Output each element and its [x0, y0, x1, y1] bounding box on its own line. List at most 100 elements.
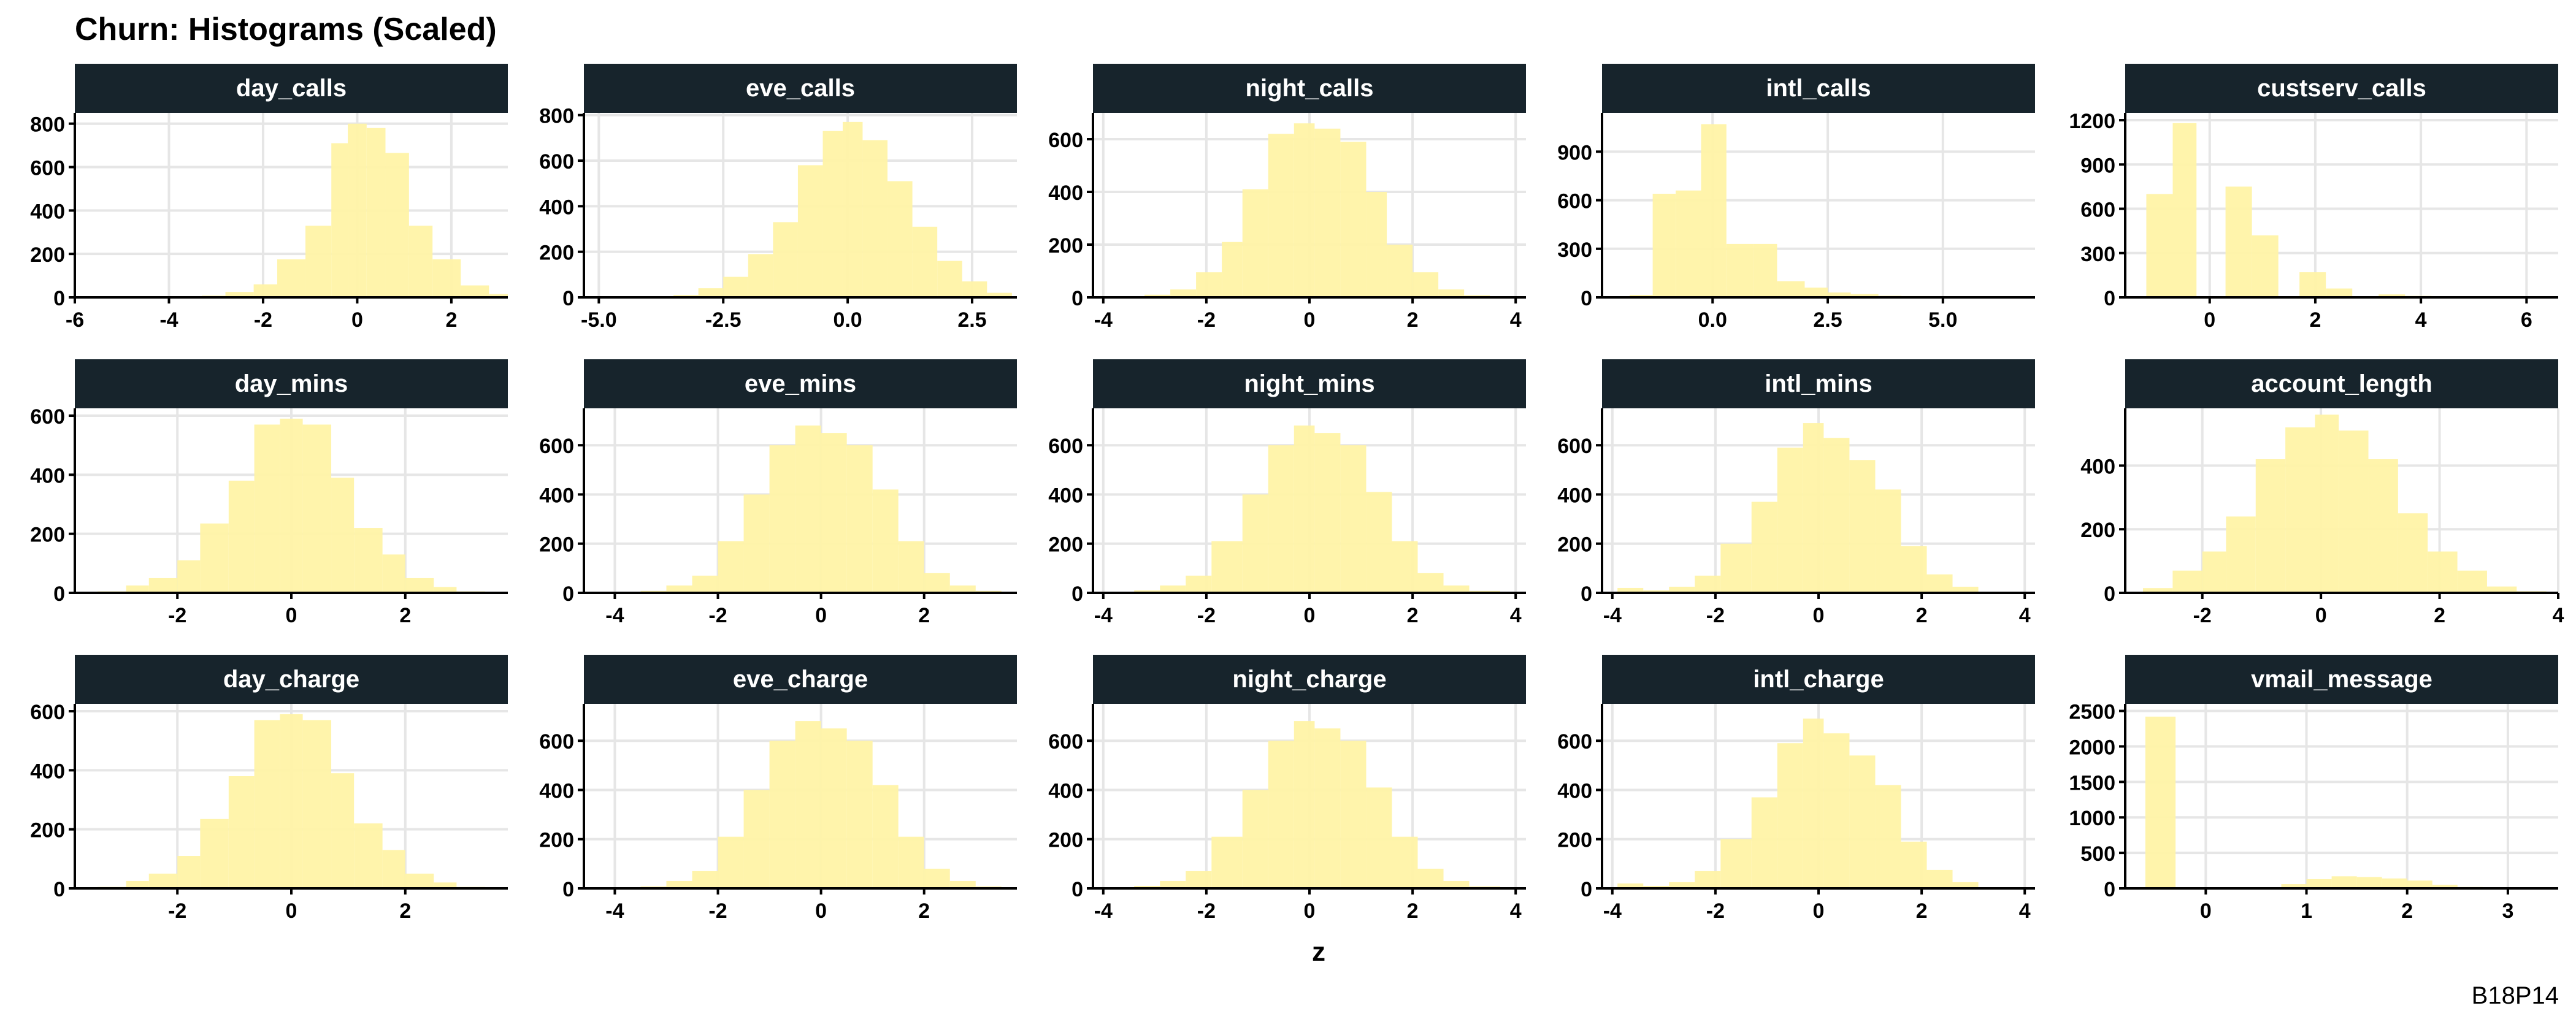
histogram-bar [2457, 570, 2487, 593]
histogram-bar [912, 226, 938, 297]
x-tick-label: 6 [2521, 308, 2532, 332]
histogram-bar [2306, 879, 2332, 888]
facet-strip-label: day_mins [235, 370, 348, 397]
x-tick-label: 0 [1304, 604, 1316, 627]
x-tick-label: 0 [815, 604, 827, 627]
histogram-bar [354, 528, 383, 593]
histogram-bar [2379, 294, 2405, 297]
x-tick-label: 0 [351, 308, 363, 332]
histogram-bar [2172, 123, 2197, 297]
x-tick-label: 4 [1510, 604, 1522, 627]
histogram-bar [489, 294, 508, 297]
histogram-bar [773, 222, 798, 297]
x-tick-label: 0 [2200, 899, 2212, 923]
histogram-bar [1294, 721, 1315, 888]
facet-strip [584, 655, 1017, 704]
histogram-bar [666, 880, 692, 888]
histogram-bar [254, 720, 280, 888]
histogram-bar [1242, 189, 1268, 297]
x-tick-label: 4 [2019, 899, 2031, 923]
histogram-bar [1211, 541, 1243, 593]
y-tick-label: 0 [2104, 582, 2115, 606]
histogram-bar [177, 856, 201, 888]
histogram-bar [200, 523, 229, 593]
histogram-bar [822, 131, 843, 297]
x-tick-label: -2 [1706, 604, 1725, 627]
facet-strip [1093, 655, 1526, 704]
x-tick-label: -2 [168, 899, 186, 923]
histogram-bar [254, 424, 280, 593]
histogram-bar [1803, 423, 1824, 593]
histogram-bar [225, 292, 254, 297]
histogram-bar [1196, 272, 1222, 297]
x-tick-label: 2 [918, 899, 930, 923]
x-tick-label: -4 [1094, 899, 1113, 923]
facet-strip-label: account_length [2251, 370, 2432, 397]
x-tick-label: 2 [445, 308, 457, 332]
histogram-bar [1669, 586, 1695, 593]
x-tick-label: 2 [2309, 308, 2321, 332]
histogram-bar [692, 575, 718, 593]
x-tick-label: 2.5 [1813, 308, 1842, 332]
histogram-bar [1242, 494, 1268, 593]
histogram-bar [1340, 142, 1367, 297]
histogram-bar [2252, 235, 2279, 297]
y-tick-label: 0 [2104, 878, 2115, 901]
histogram-bar [872, 785, 899, 888]
histogram-bar [692, 871, 718, 888]
histogram-bar [1952, 586, 1979, 593]
histogram-bar [177, 560, 201, 593]
facet-panel: vmail_message 0 500 1000 1500 2000 2500 0 1 2 3 [2069, 655, 2558, 923]
y-tick-label: 800 [539, 105, 574, 128]
histogram-bar [1314, 433, 1341, 593]
y-tick-label: 600 [30, 701, 65, 724]
x-tick-label: 0 [1304, 308, 1316, 332]
facet-strip [75, 359, 508, 408]
x-tick-label: 0 [2204, 308, 2215, 332]
histogram-bar [2315, 414, 2339, 593]
histogram-bar [2356, 877, 2382, 888]
y-tick-label: 400 [539, 484, 574, 507]
histogram-bar [842, 121, 863, 297]
y-tick-label: 200 [539, 533, 574, 557]
histogram-bar [1242, 790, 1268, 888]
histogram-bar [148, 873, 178, 888]
facet-strip-label: intl_calls [1766, 75, 1871, 102]
histogram-bar [821, 728, 847, 888]
x-tick-label: -4 [1094, 604, 1113, 627]
x-axis-title: z [1312, 937, 1325, 967]
x-tick-label: 0.0 [833, 308, 862, 332]
histogram-bar [1340, 445, 1367, 593]
histogram-bar [1392, 541, 1418, 593]
histogram-bar [1160, 880, 1186, 888]
facet-strip-label: intl_charge [1753, 666, 1884, 693]
histogram-bar [1268, 741, 1294, 888]
facet-panel: eve_mins 0 200 400 600 -4 -2 0 2 [539, 359, 1017, 627]
facet-panel: account_length 0 200 400 -2 0 2 4 [2080, 359, 2564, 627]
histogram-bar [1211, 836, 1243, 888]
x-tick-label: -2 [1197, 308, 1216, 332]
y-tick-label: 600 [2080, 199, 2115, 222]
histogram-bar [1294, 123, 1315, 297]
y-tick-label: 200 [30, 243, 65, 267]
x-tick-label: -2 [168, 604, 186, 627]
histogram-bar [2281, 884, 2307, 888]
y-tick-label: 0 [562, 878, 574, 901]
chart-title: Churn: Histograms (Scaled) [75, 12, 497, 47]
facet-strip-label: custserv_calls [2257, 75, 2426, 102]
facet-strip [584, 359, 1017, 408]
histogram-bar [1417, 868, 1444, 888]
x-tick-label: 2 [1916, 899, 1928, 923]
x-tick-label: -2 [1197, 604, 1216, 627]
x-tick-label: 2 [1407, 308, 1419, 332]
y-tick-label: 200 [539, 829, 574, 852]
x-tick-label: 4 [1510, 899, 1522, 923]
histogram-bar [1314, 128, 1341, 298]
x-tick-label: -4 [1603, 899, 1622, 923]
histogram-bar [1926, 869, 1953, 888]
x-tick-label: 2.5 [957, 308, 986, 332]
histogram-bar [1849, 460, 1876, 593]
histogram-bar [698, 288, 724, 297]
histogram-bar [1751, 502, 1777, 593]
histogram-bar [277, 259, 306, 297]
